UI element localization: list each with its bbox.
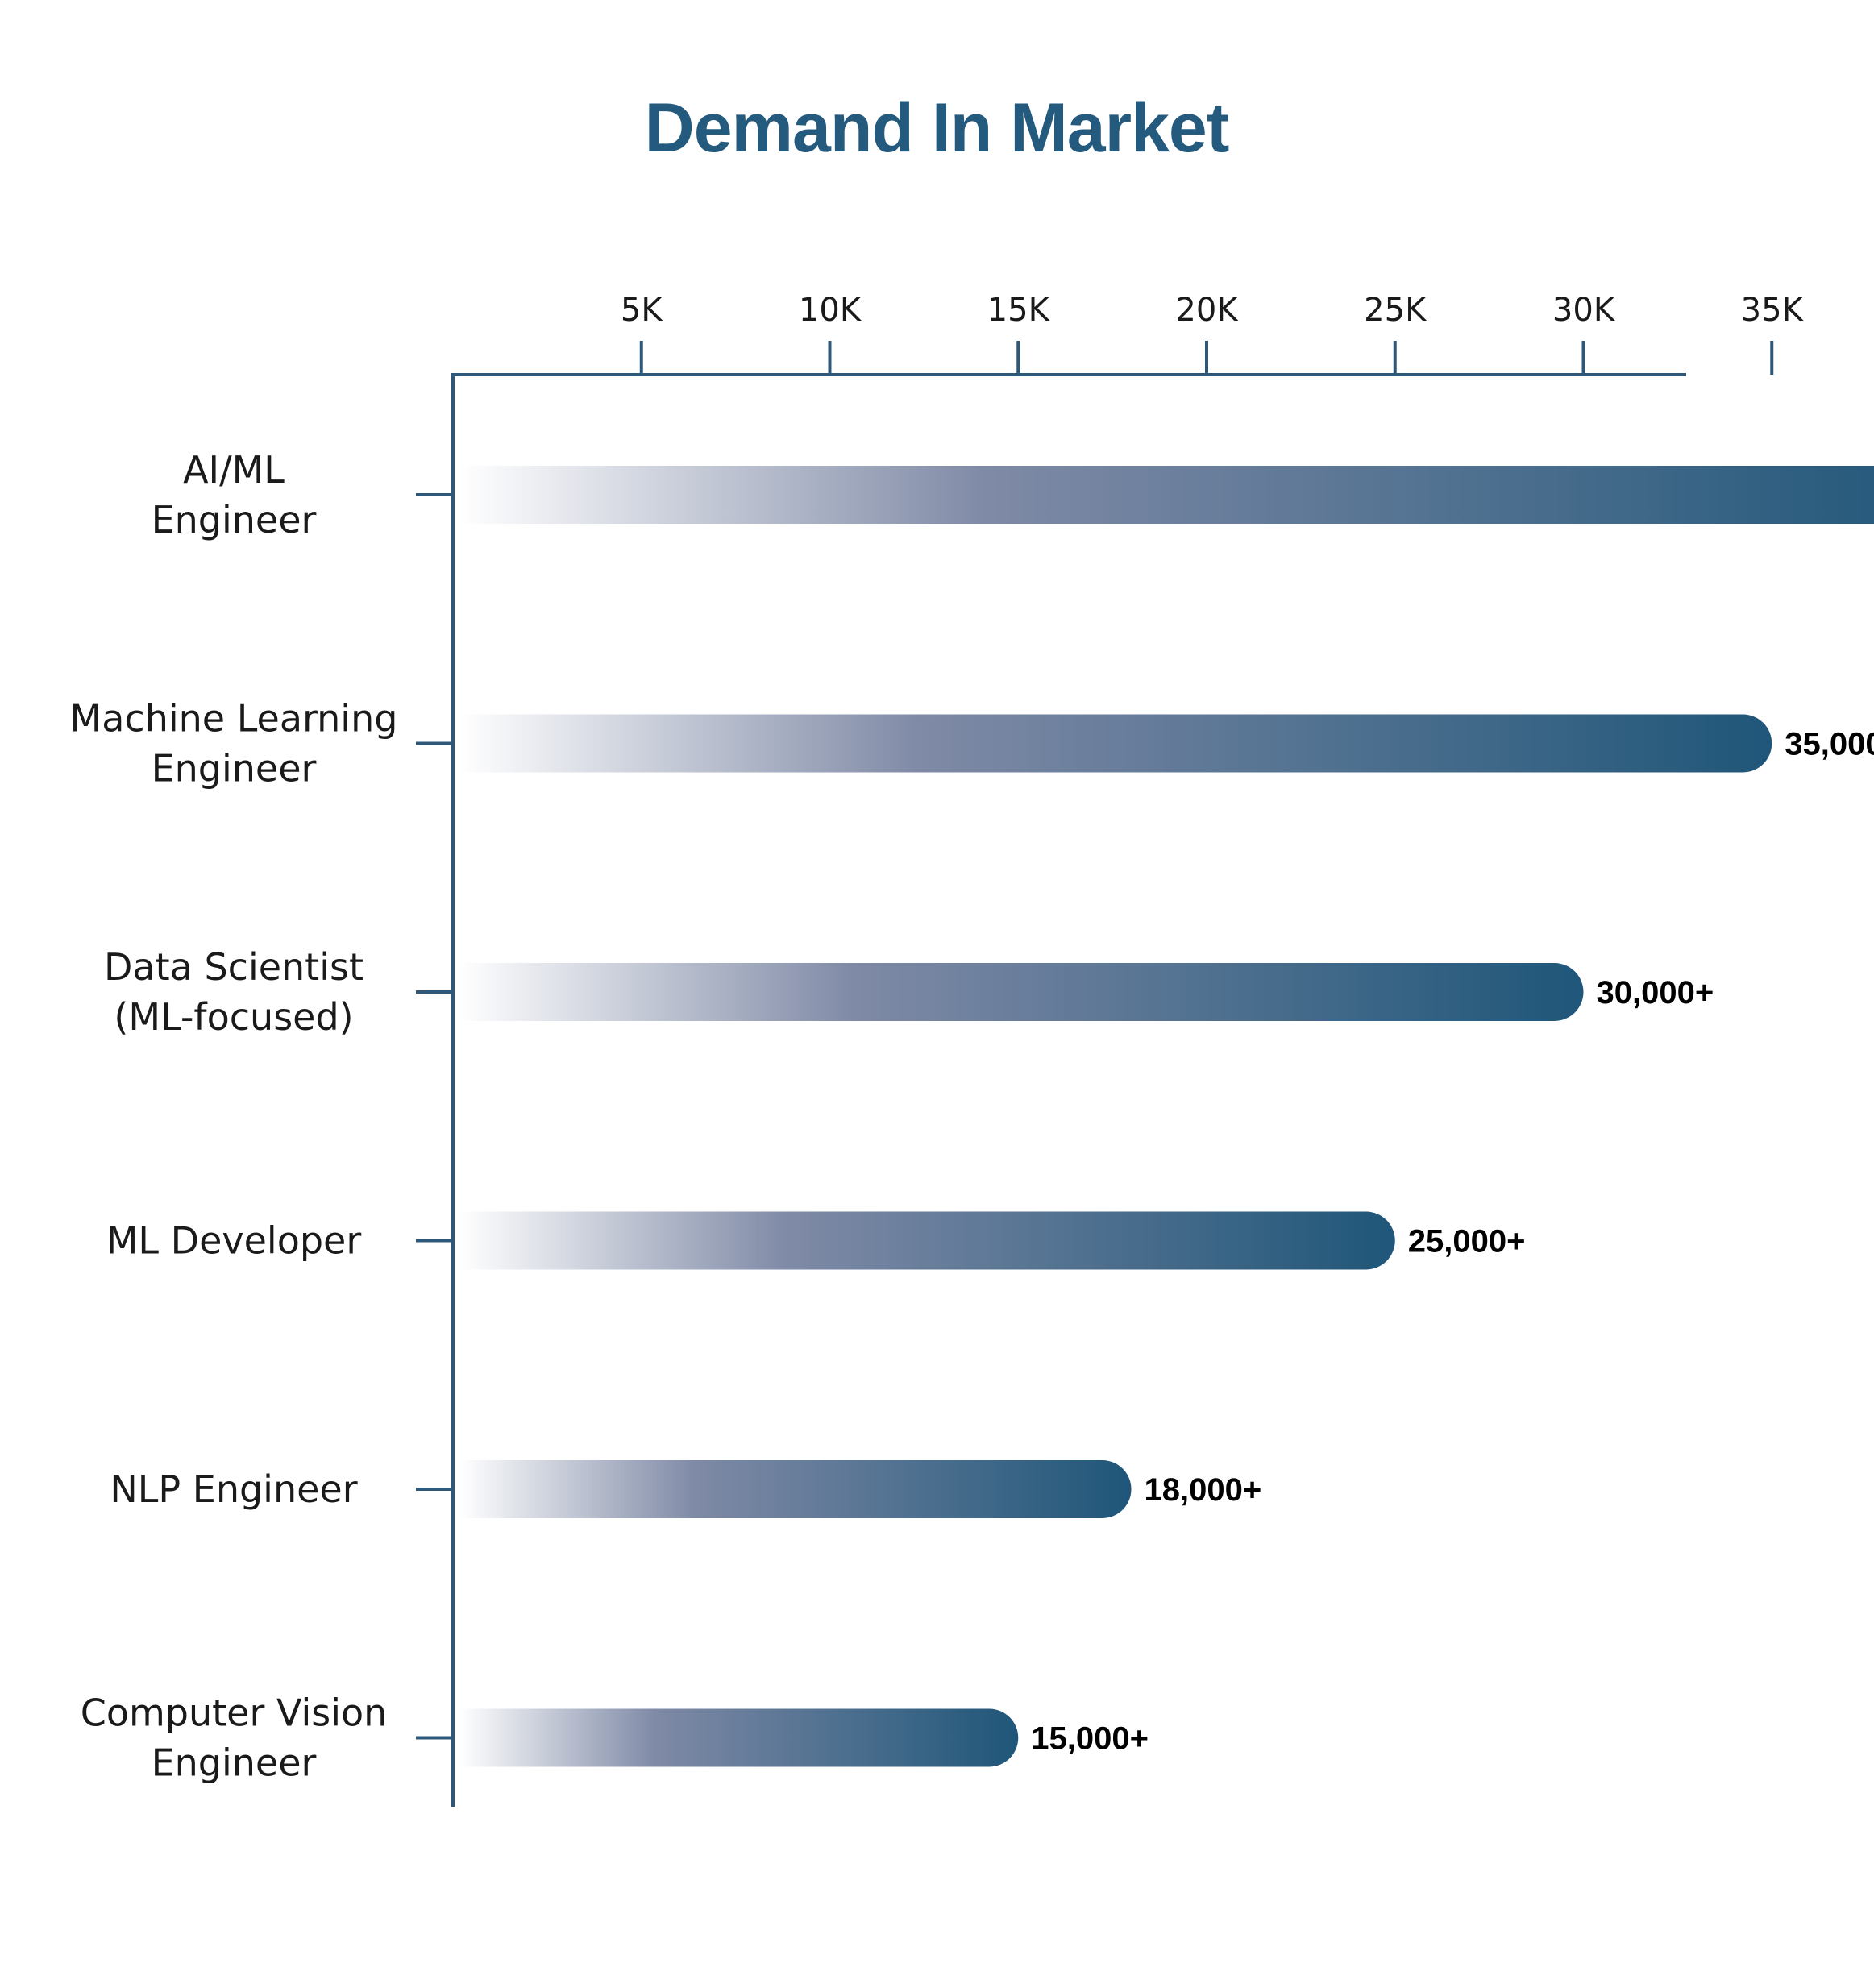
category-label: Data Scientist (ML-focused) <box>104 945 364 1039</box>
x-tick-label: 25K <box>1364 292 1427 329</box>
category-label-line: AI/ML <box>183 448 285 492</box>
value-label: 30,000+ <box>1597 975 1714 1011</box>
x-tick-label: 5K <box>621 292 663 329</box>
bar <box>459 1460 1132 1518</box>
bar <box>459 466 1874 524</box>
category-label-line: Engineer <box>152 1741 317 1785</box>
category-label: Machine Learning Engineer <box>70 697 398 791</box>
bar <box>459 963 1584 1021</box>
x-tick-label: 10K <box>799 292 862 329</box>
category-label: ML Developer <box>106 1219 362 1263</box>
chart-axes: 5K10K15K20K25K30K35K40K <box>416 292 1805 1807</box>
value-label: 18,000+ <box>1145 1472 1262 1508</box>
x-tick-label: 15K <box>987 292 1051 329</box>
value-label: 25,000+ <box>1408 1224 1526 1260</box>
category-label-line: Computer Vision <box>81 1691 388 1735</box>
x-tick-label: 20K <box>1175 292 1239 329</box>
category-label-line: NLP Engineer <box>110 1467 357 1511</box>
category-label: Computer Vision Engineer <box>81 1691 388 1785</box>
chart-bars <box>459 466 1874 1767</box>
category-label: NLP Engineer <box>110 1467 357 1511</box>
category-label-line: Data Scientist <box>104 945 364 989</box>
bar <box>459 1708 1019 1767</box>
value-label: 15,000+ <box>1031 1721 1149 1757</box>
category-label-line: Engineer <box>152 498 317 542</box>
category-label-line: Machine Learning <box>70 697 398 741</box>
category-label-line: (ML-focused) <box>114 995 353 1039</box>
category-label: AI/ML Engineer <box>152 448 317 542</box>
category-label-line: Engineer <box>152 747 317 791</box>
x-tick-label: 35K <box>1741 292 1805 329</box>
bar <box>459 714 1772 773</box>
value-label: 35,000+ <box>1785 727 1874 762</box>
x-tick-label: 30K <box>1552 292 1616 329</box>
bar <box>459 1211 1395 1270</box>
category-label-line: ML Developer <box>106 1219 362 1263</box>
chart-title: Demand In Market <box>645 89 1229 167</box>
